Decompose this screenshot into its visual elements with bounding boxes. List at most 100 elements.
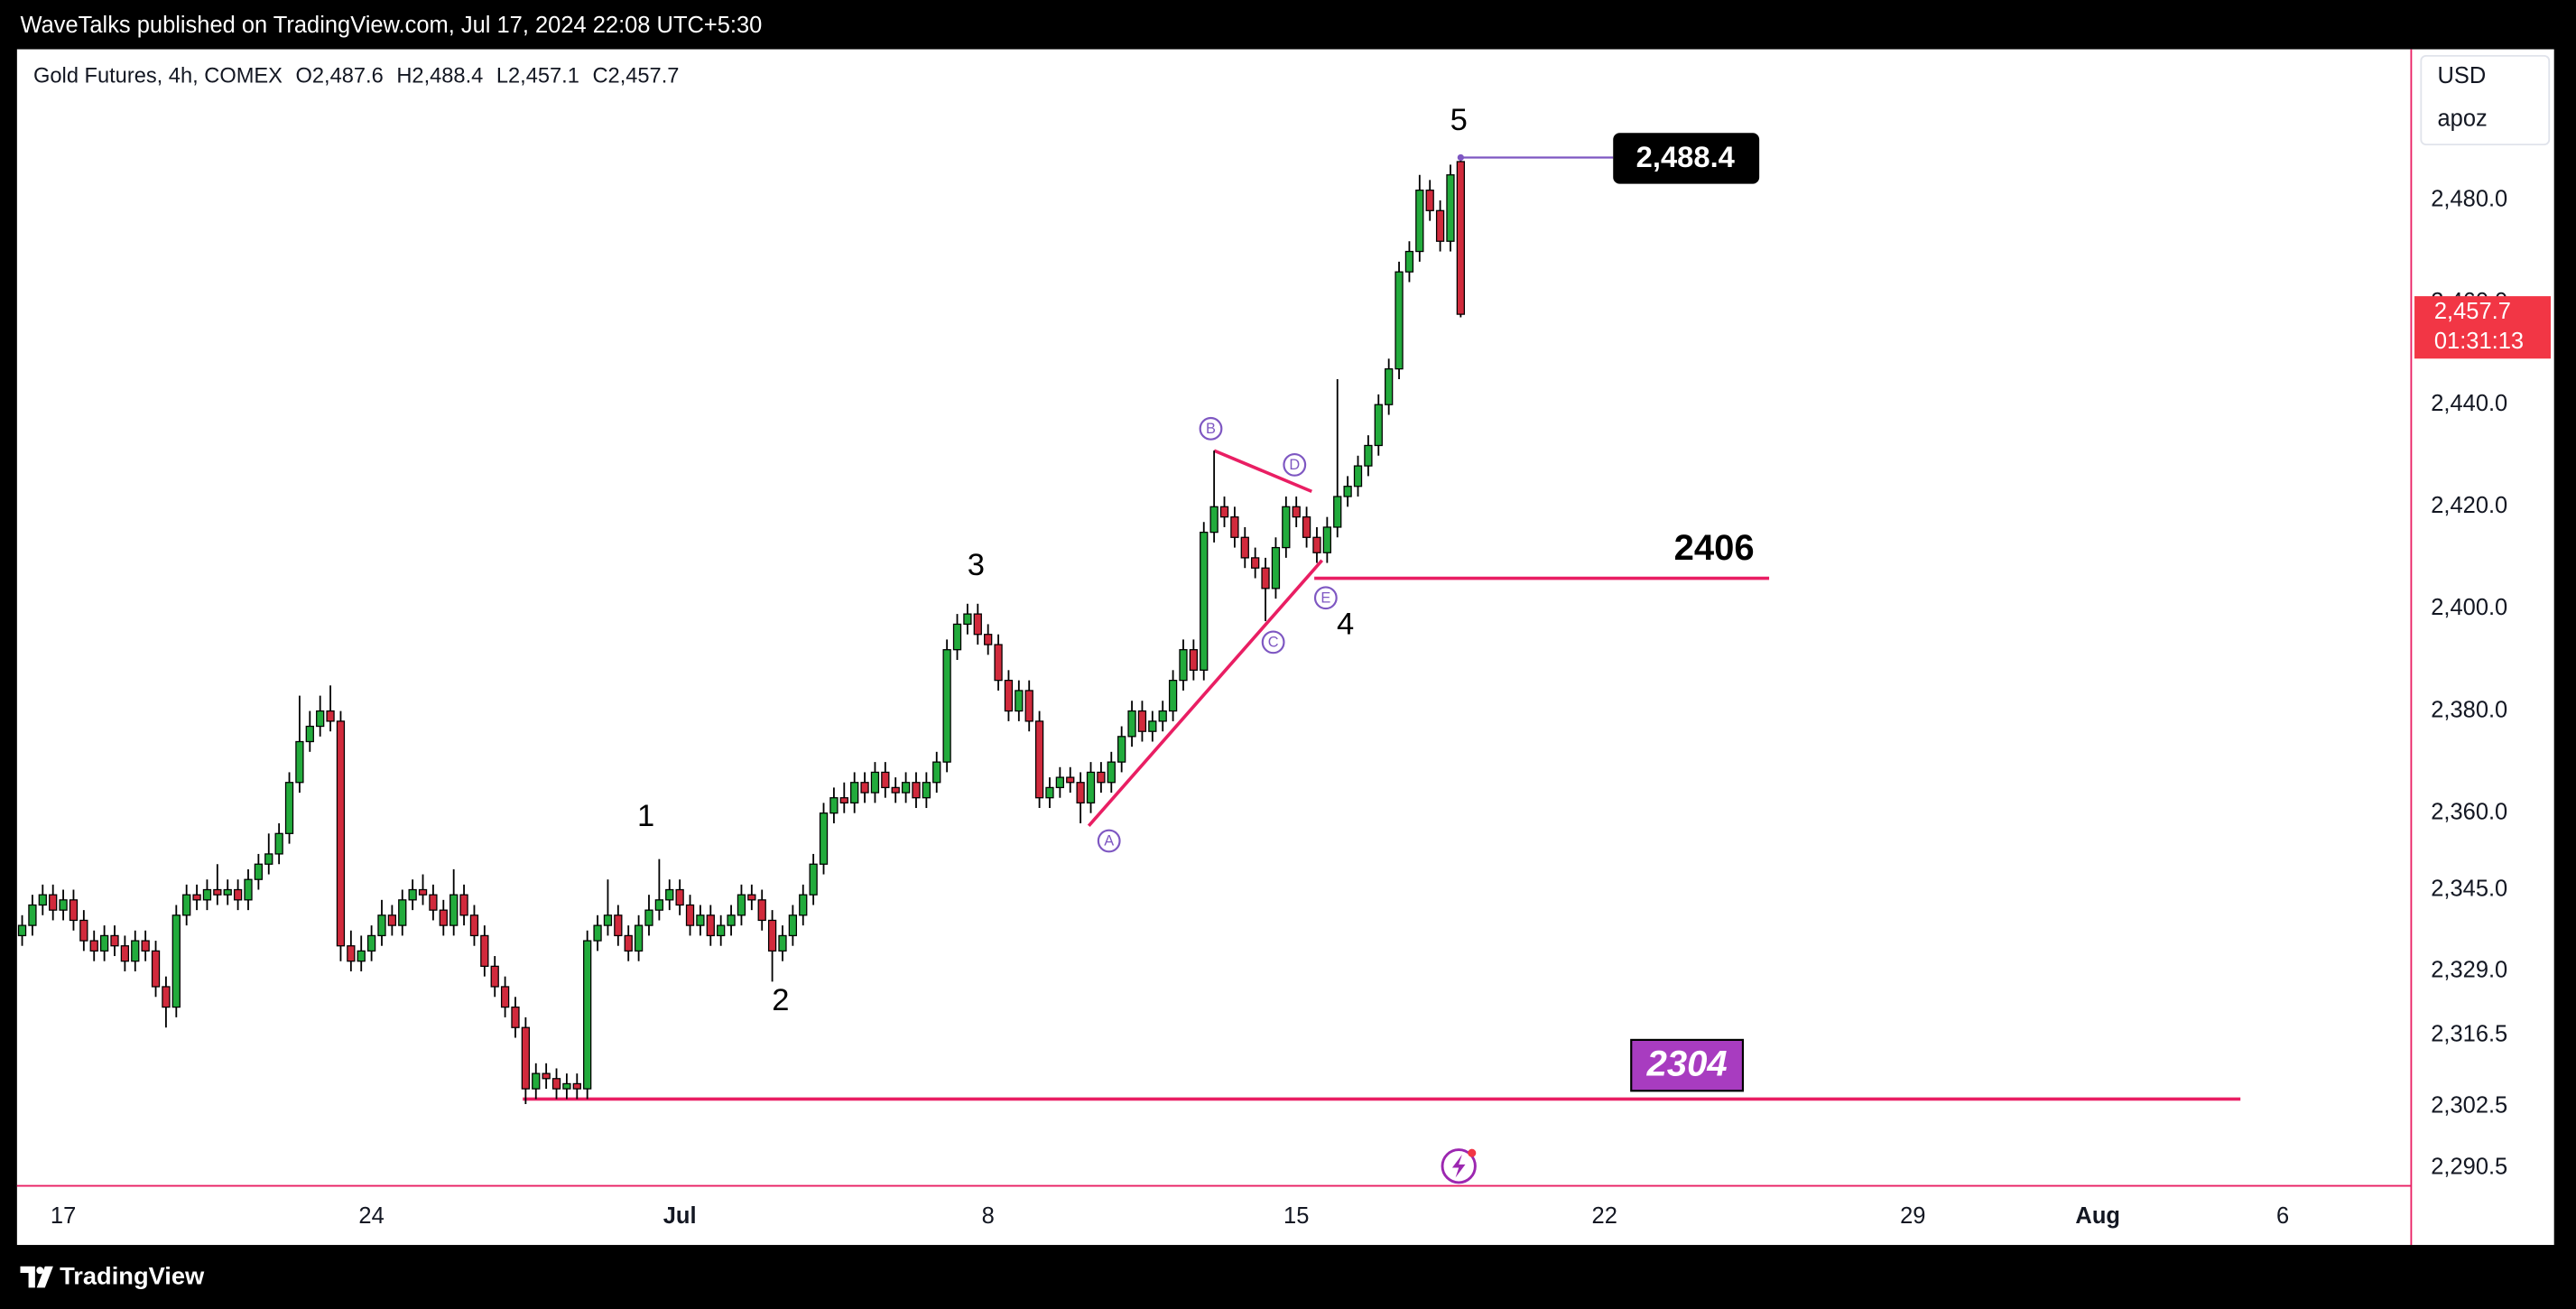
candle-body	[644, 909, 653, 926]
candle-body	[942, 649, 951, 763]
candle-body	[500, 986, 510, 1008]
candle-body	[59, 899, 68, 911]
candle-body	[469, 914, 479, 937]
level-box	[1630, 1038, 1745, 1092]
icon-ring[interactable]	[1441, 1148, 1477, 1184]
candle-body	[38, 894, 47, 906]
candle-body	[1015, 690, 1024, 712]
candle-body	[439, 909, 448, 926]
candle-body	[131, 940, 140, 962]
candle-body	[767, 919, 777, 952]
candle-body	[69, 899, 79, 922]
subwave-label: E	[1320, 590, 1330, 606]
y-tick-label: 2,440.0	[2431, 391, 2507, 416]
logo-part	[36, 1267, 44, 1275]
icon-bolt[interactable]	[1451, 1154, 1466, 1178]
currency[interactable]: USD	[2438, 63, 2487, 88]
candle-body	[28, 904, 37, 926]
high-marker-box	[1613, 133, 1760, 184]
candle-body	[1137, 710, 1147, 732]
legend-value: 2,488.4	[412, 65, 483, 88]
y-tick-label: 2,345.0	[2431, 876, 2507, 901]
candle-body	[1404, 250, 1414, 273]
candle-body	[110, 934, 119, 947]
level-label: 2406	[1674, 528, 1755, 568]
scale-label[interactable]: apoz	[2438, 107, 2488, 132]
candle-body	[870, 771, 880, 794]
wave-label: 4	[1337, 607, 1354, 641]
candle-body	[901, 782, 911, 794]
candle-body	[1395, 271, 1404, 370]
candle-body	[141, 940, 150, 952]
alert-icon[interactable]	[1441, 1148, 1477, 1184]
icon-dot[interactable]	[1468, 1148, 1477, 1157]
candle-body	[459, 894, 468, 916]
y-tick-label: 2,380.0	[2431, 697, 2507, 722]
wave-label: 3	[968, 548, 985, 582]
candle-body	[347, 945, 356, 962]
candle-body	[973, 613, 982, 636]
candle-body	[1271, 546, 1281, 590]
candle-body	[717, 924, 726, 937]
candle-body	[521, 1026, 531, 1090]
candle-body	[511, 1006, 520, 1028]
candle-body	[634, 924, 644, 952]
candle-body	[366, 934, 376, 952]
candle-body	[963, 613, 972, 626]
candle-body	[357, 950, 366, 962]
x-tick-label: 17	[51, 1203, 76, 1229]
logo-part	[36, 1266, 53, 1288]
publisher-line: WaveTalks published on TradingView.com, …	[20, 13, 762, 38]
candle-body	[696, 914, 705, 926]
candle-body	[418, 888, 428, 896]
candle-body	[1353, 465, 1363, 487]
candle-body	[202, 888, 212, 901]
candle-body	[264, 853, 273, 865]
scale-box[interactable]	[2420, 54, 2551, 146]
candle-body	[654, 899, 664, 911]
candle-body	[120, 945, 130, 962]
candle-body	[1148, 720, 1157, 732]
candle-body	[1097, 771, 1106, 784]
candle-body	[1435, 209, 1445, 242]
candle-body	[778, 934, 787, 952]
legend-key: O	[296, 65, 312, 88]
legend-key: H	[396, 65, 412, 88]
candle-body	[860, 782, 869, 794]
candle-body	[603, 914, 613, 926]
candle-body	[542, 1072, 551, 1080]
candle-body	[1066, 776, 1075, 784]
candle-body	[1230, 516, 1239, 538]
candle-body	[1240, 536, 1249, 559]
trend-line	[1087, 559, 1324, 828]
candle-body	[377, 914, 386, 937]
x-tick-label: Jul	[663, 1203, 697, 1229]
legend-key: C	[592, 65, 607, 88]
candle-body	[1292, 506, 1301, 518]
x-tick-label: 24	[358, 1203, 384, 1229]
symbol: Gold Futures, 4h, COMEX	[33, 65, 283, 88]
candle-body	[244, 878, 253, 901]
candle-body	[1189, 649, 1199, 671]
candle-body	[336, 720, 346, 947]
x-tick-label: 6	[2276, 1203, 2289, 1229]
y-tick-label: 2,302.5	[2431, 1093, 2507, 1119]
subwave-ring	[1313, 586, 1338, 610]
candle-body	[624, 934, 633, 952]
y-tick-label: 2,400.0	[2431, 595, 2507, 620]
legend-key: L	[496, 65, 508, 88]
candle-body	[192, 894, 201, 901]
candle-body	[1034, 720, 1044, 799]
candle-body	[747, 894, 756, 901]
candle-body	[952, 623, 962, 651]
x-tick-label: Aug	[2075, 1203, 2120, 1229]
countdown: 01:31:13	[2434, 329, 2524, 354]
brand: TradingView	[60, 1262, 205, 1290]
candle-body	[1446, 174, 1455, 242]
candle-body	[490, 965, 499, 988]
candle-body	[706, 914, 715, 937]
candle-body	[932, 761, 941, 784]
candle-body	[1127, 710, 1136, 738]
brand-logo	[20, 1266, 53, 1288]
candle-body	[675, 888, 684, 906]
